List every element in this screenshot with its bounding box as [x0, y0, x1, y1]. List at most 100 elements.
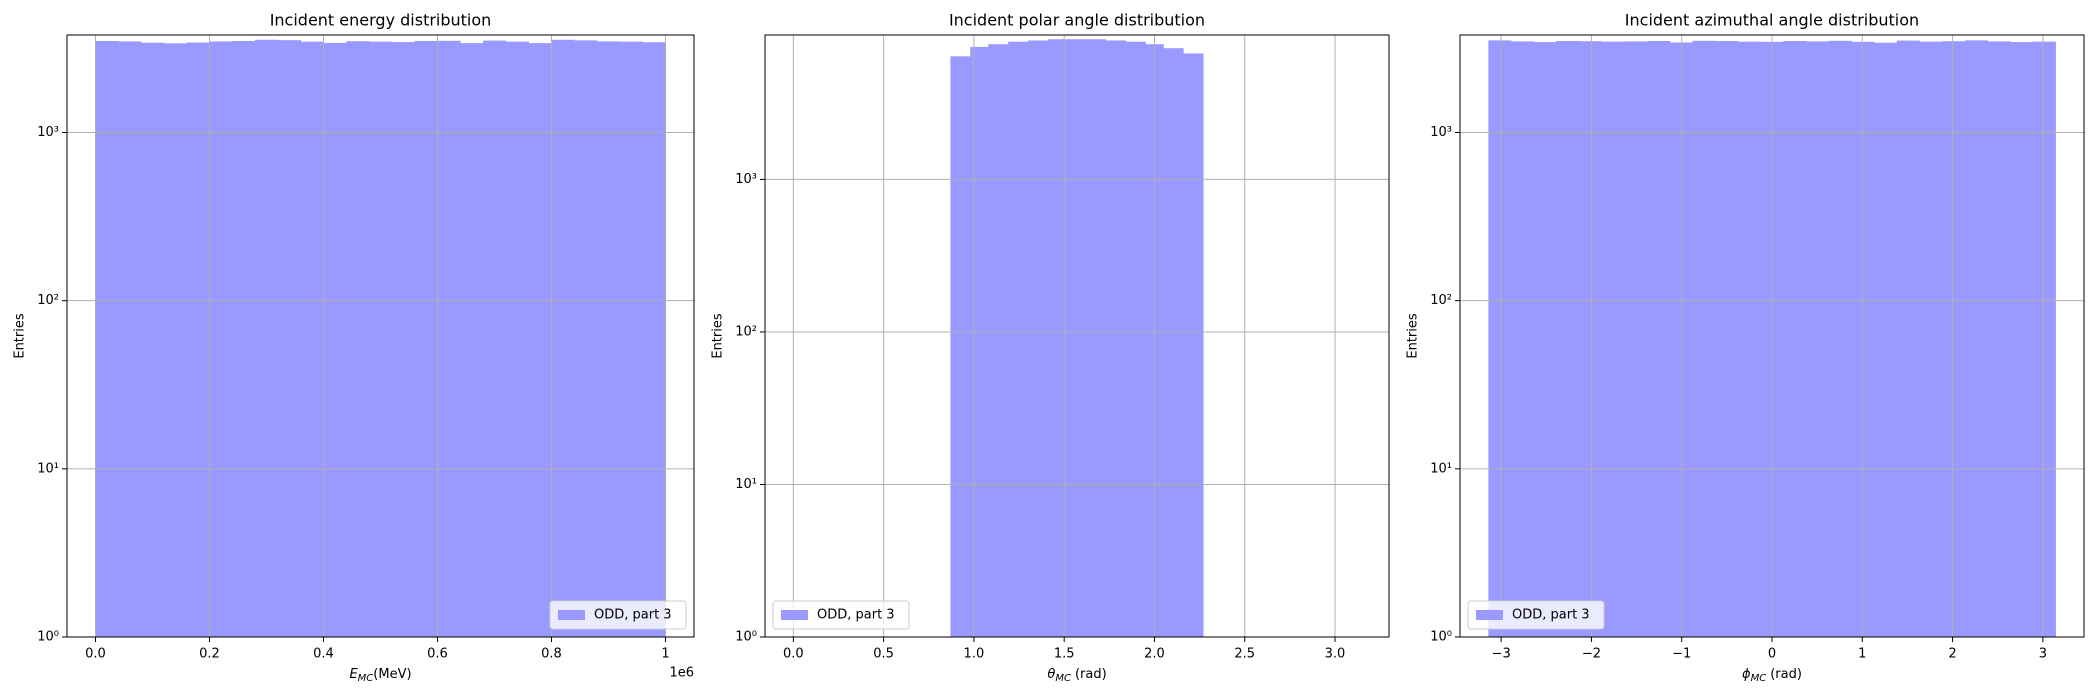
- bar: [346, 41, 370, 637]
- bar: [1105, 40, 1126, 638]
- bar: [1987, 41, 2011, 638]
- bar: [163, 43, 187, 637]
- bar: [1896, 40, 1920, 637]
- bar: [1737, 41, 1761, 637]
- bar: [1919, 41, 1943, 637]
- legend: ODD, part 3: [549, 600, 687, 630]
- y-tick-label: 10³: [37, 125, 59, 140]
- x-label-symbol: E: [349, 667, 358, 682]
- y-tick-label: 10³: [735, 172, 757, 187]
- bar: [1008, 41, 1029, 637]
- y-axis-label: Entries: [13, 313, 28, 359]
- bar: [1085, 39, 1107, 638]
- x-tick-label: 3.0: [1325, 647, 1346, 662]
- bar: [574, 40, 598, 638]
- bar: [483, 40, 507, 637]
- bar: [277, 40, 301, 638]
- bar: [551, 39, 575, 637]
- y-tick-label: 10²: [735, 324, 757, 339]
- x-label-subscript: MC: [1751, 673, 1767, 684]
- bar: [1942, 41, 1966, 637]
- x-tick-label: 1.5: [1054, 647, 1075, 662]
- bar: [1047, 39, 1069, 638]
- bar: [255, 39, 279, 637]
- x-tick-label: 1: [1858, 647, 1866, 662]
- bar: [1806, 41, 1830, 638]
- legend-box: [772, 600, 910, 630]
- x-tick-label: −3: [1492, 647, 1511, 662]
- y-tick-label: 10⁰: [1430, 630, 1452, 645]
- legend-box: [549, 600, 687, 630]
- bar: [369, 41, 393, 637]
- x-tick-label: 0.6: [427, 647, 448, 662]
- x-label-subscript: MC: [358, 673, 374, 684]
- y-tick-label: 10³: [1430, 125, 1452, 140]
- bar: [95, 41, 119, 637]
- bar: [1579, 41, 1603, 637]
- bar: [2010, 42, 2034, 638]
- bar: [118, 41, 142, 638]
- legend-label: ODD, part 3: [1512, 608, 1590, 623]
- bar: [1964, 40, 1988, 638]
- legend: ODD, part 3: [772, 600, 910, 630]
- x-tick-label: 1: [661, 647, 669, 662]
- bar: [1488, 40, 1512, 638]
- chart-title: Incident azimuthal angle distribution: [1625, 11, 1919, 30]
- bar: [642, 42, 666, 637]
- legend-label: ODD, part 3: [594, 608, 672, 623]
- y-axis-label: Entries: [711, 313, 726, 359]
- x-axis-label: θMC (rad): [1047, 667, 1106, 685]
- bar: [597, 41, 621, 638]
- bar: [528, 43, 552, 638]
- bar: [1624, 41, 1648, 638]
- bar: [1828, 40, 1852, 637]
- axes-frame: [1459, 34, 2085, 638]
- bar: [1647, 41, 1671, 637]
- x-tick-label: 3: [2039, 647, 2047, 662]
- y-tick-label: 10⁰: [735, 630, 757, 645]
- subplot: 0.0 0.5 1.0 1.5 2.0 2.5 3.0 10⁰ 10¹ 10² 10³ Inciden…: [711, 11, 1390, 685]
- bar: [1715, 41, 1739, 637]
- bar: [437, 40, 461, 637]
- bar: [1851, 41, 1875, 637]
- bar: [950, 56, 971, 638]
- bar: [1163, 48, 1184, 638]
- x-offset-text: 1e6: [669, 666, 694, 681]
- chart-title: Incident energy distribution: [270, 11, 492, 30]
- bar: [1556, 41, 1580, 637]
- legend-label: ODD, part 3: [817, 608, 895, 623]
- bar: [414, 41, 438, 637]
- x-label-unit: (MeV): [373, 667, 411, 682]
- legend-swatch: [558, 610, 585, 620]
- y-tick-label: 10¹: [1430, 461, 1452, 476]
- x-tick-label: −1: [1672, 647, 1691, 662]
- y-tick-label: 10¹: [37, 461, 59, 476]
- bar: [1601, 41, 1625, 637]
- bar: [970, 46, 989, 637]
- subplot: −3 −2 −1 0 1 2 3 10⁰ 10¹ 10² 10³ Incident azimuthal…: [1406, 11, 2085, 685]
- bar: [209, 41, 233, 638]
- y-tick-label: 10²: [1430, 293, 1452, 308]
- bar: [2032, 41, 2056, 637]
- x-label-symbol: θ: [1047, 667, 1055, 682]
- subplot: 0.0 0.2 0.4 0.6 0.8 1 10⁰ 10¹ 10² 10³ Incident ene…: [13, 11, 695, 684]
- x-tick-label: 0.0: [783, 647, 804, 662]
- bar: [1028, 40, 1049, 638]
- x-tick-label: 2.0: [1144, 647, 1165, 662]
- legend-swatch: [1476, 610, 1503, 620]
- x-tick-label: −2: [1582, 647, 1601, 662]
- y-tick-label: 10¹: [735, 477, 757, 492]
- chart-title: Incident polar angle distribution: [949, 11, 1205, 30]
- x-axis-label: ϕMC (rad): [1742, 667, 1802, 685]
- bar: [1125, 41, 1146, 637]
- bar: [186, 42, 210, 638]
- x-label-unit: (rad): [1075, 667, 1107, 682]
- x-tick-label: 2: [1948, 647, 1956, 662]
- x-tick-label: 0.2: [199, 647, 220, 662]
- y-tick-label: 10²: [37, 293, 59, 308]
- legend-swatch: [781, 610, 808, 620]
- bar: [1533, 42, 1557, 638]
- bar: [232, 41, 256, 637]
